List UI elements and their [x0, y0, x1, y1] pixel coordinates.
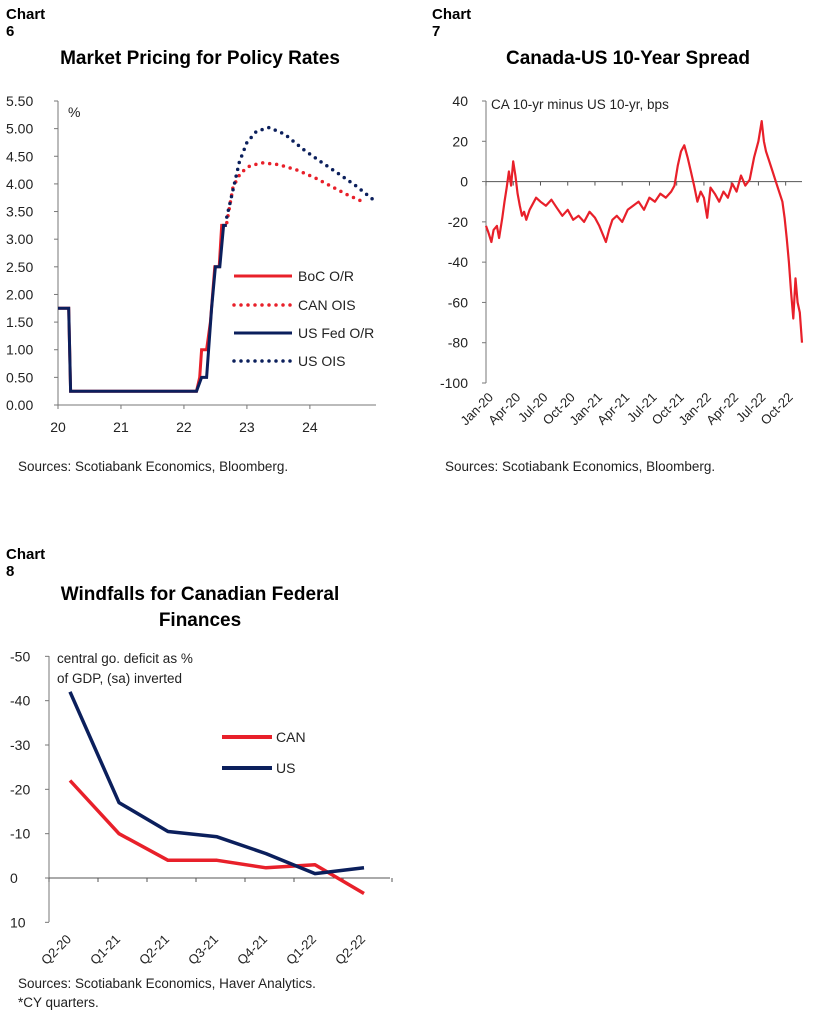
- chart8-x-tick-label: Q1-22: [283, 932, 319, 968]
- chart8-x-tick-label: Q2-20: [38, 932, 74, 968]
- chart7-y-tick-label: -20: [448, 214, 468, 230]
- chart6-legend-label: CAN OIS: [298, 297, 356, 313]
- chart7-y-tick-label: -60: [448, 294, 468, 310]
- chart8-annotation-line2: of GDP, (sa) inverted: [57, 671, 182, 686]
- chart6-x-tick-label: 23: [239, 419, 255, 435]
- chart6-series-line: [58, 223, 227, 393]
- chart6-legend-label: BoC O/R: [298, 268, 354, 284]
- chart6-y-tick-label: 4.50: [6, 148, 33, 164]
- chart7-annotation: CA 10-yr minus US 10-yr, bps: [491, 97, 669, 112]
- chart6-y-tick-label: 2.00: [6, 286, 33, 302]
- chart8-y-tick-label: -30: [10, 737, 30, 753]
- chart6-title: Market Pricing for Policy Rates: [60, 48, 340, 69]
- chart7-y-tick-label: 40: [452, 93, 468, 109]
- chart8-annotation-line1: central go. deficit as %: [57, 651, 193, 666]
- chart7-label: Chart 7: [432, 6, 472, 40]
- chart8-x-tick-label: Q3-21: [185, 932, 221, 968]
- chart6-y-tick-label: 5.50: [6, 93, 33, 109]
- chart6-x-tick-label: 20: [50, 419, 66, 435]
- chart8-series-line: [68, 691, 365, 876]
- chart6-x-tick-label: 22: [176, 419, 192, 435]
- chart8-y-tick-label: -40: [10, 693, 30, 709]
- chart8-y-tick-label: -20: [10, 781, 30, 797]
- chart6-legend-label: US Fed O/R: [298, 325, 374, 341]
- chart8-x-tick-label: Q4-21: [234, 932, 270, 968]
- chart6-x-tick-label: 24: [302, 419, 318, 435]
- chart6-y-tick-label: 4.00: [6, 176, 33, 192]
- chart6-y-tick-label: 0.50: [6, 369, 33, 385]
- chart8-x-tick-label: Q1-21: [87, 932, 123, 968]
- chart7-series-line: [484, 120, 804, 343]
- chart8-label: Chart 8: [6, 546, 46, 580]
- chart8-title-line1: Windfalls for Canadian Federal: [60, 584, 340, 605]
- chart7-y-tick-label: -80: [448, 335, 468, 351]
- chart6-y-tick-label: 2.50: [6, 259, 33, 275]
- chart6-source: Sources: Scotiabank Economics, Bloomberg…: [18, 459, 289, 474]
- chart8-y-tick-label: 0: [10, 870, 18, 886]
- chart6-series-line: [225, 125, 375, 219]
- chart8-y-tick-label: -10: [10, 826, 30, 842]
- chart6-label: Chart 6: [6, 6, 46, 40]
- chart8-y-tick-label: 10: [10, 914, 26, 930]
- chart7-y-tick-label: -100: [440, 375, 468, 391]
- chart7-y-tick-label: -40: [448, 254, 468, 270]
- chart8-title-line2: Finances: [158, 610, 242, 631]
- chart7-y-tick-label: 0: [460, 174, 468, 190]
- chart7-y-tick-label: 20: [452, 133, 468, 149]
- chart6-y-tick-label: 1.50: [6, 314, 33, 330]
- chart8-y-tick-label: -50: [10, 648, 30, 664]
- chart6-y-tick-label: 3.00: [6, 231, 33, 247]
- chart6-x-tick-label: 21: [113, 419, 129, 435]
- chart6-y-tick-label: 1.00: [6, 342, 33, 358]
- chart8-legend-label: CAN: [276, 729, 306, 745]
- chart6-y-unit: %: [68, 104, 80, 120]
- chart8-x-tick-label: Q2-21: [136, 932, 172, 968]
- chart6-y-tick-label: 0.00: [6, 397, 33, 413]
- chart8-legend-label: US: [276, 760, 295, 776]
- chart7-source: Sources: Scotiabank Economics, Bloomberg…: [445, 459, 716, 474]
- chart8-source-line1: Sources: Scotiabank Economics, Haver Ana…: [18, 976, 316, 991]
- chart8-source-line2: *CY quarters.: [18, 995, 99, 1010]
- chart6-y-tick-label: 5.00: [6, 121, 33, 137]
- chart8-series-line: [68, 779, 365, 896]
- chart6-legend-label: US OIS: [298, 353, 345, 369]
- chart8-x-tick-label: Q2-22: [332, 932, 368, 968]
- chart6-y-tick-label: 3.50: [6, 204, 33, 220]
- chart7-title: Canada-US 10-Year Spread: [506, 48, 750, 69]
